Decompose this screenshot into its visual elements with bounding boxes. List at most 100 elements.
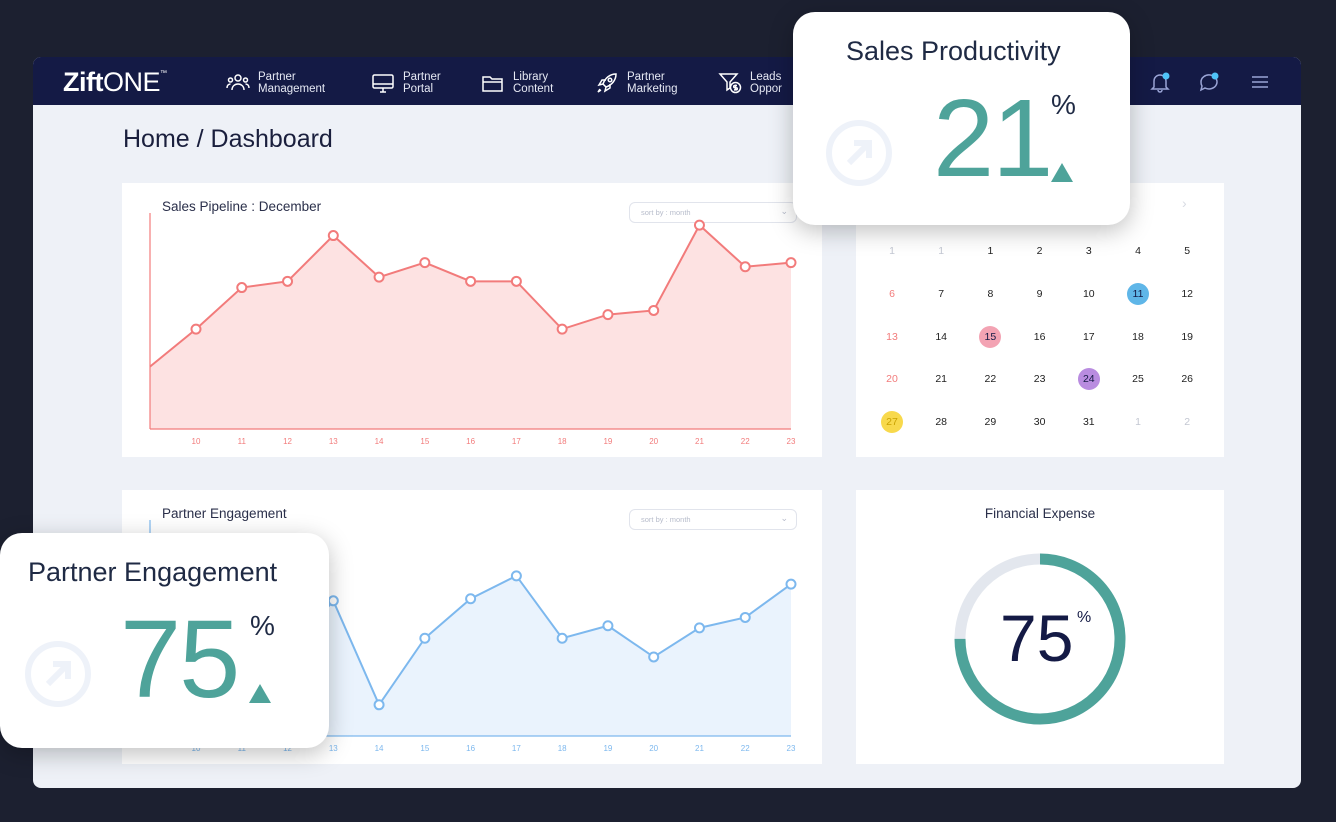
nav-partner-marketing[interactable]: Partner Marketing [595, 70, 707, 96]
calendar-day[interactable]: 22 [984, 373, 997, 386]
bell-icon[interactable] [1149, 71, 1171, 93]
calendar-day[interactable]: 19 [1181, 330, 1194, 343]
chat-icon[interactable] [1198, 71, 1220, 93]
x-tick-label: 15 [420, 744, 429, 753]
calendar-day[interactable]: 28 [935, 416, 948, 429]
calendar-day[interactable]: 30 [1033, 416, 1046, 429]
calendar-day[interactable]: 20 [886, 373, 898, 386]
sales-productivity-title: Sales Productivity [846, 36, 1061, 66]
calendar-day[interactable]: 2 [1036, 245, 1043, 257]
x-tick-label: 13 [329, 437, 338, 446]
x-tick-label: 10 [192, 744, 201, 753]
x-tick-label: 12 [283, 437, 292, 446]
monitor-icon [372, 74, 394, 93]
up-triangle-icon [249, 684, 271, 703]
data-point [602, 309, 614, 321]
financial-expense-percent: % [1077, 609, 1092, 626]
financial-expense-title: Financial Expense [984, 506, 1096, 521]
calendar-day[interactable]: 1 [987, 245, 994, 257]
calendar-day[interactable]: 4 [1135, 245, 1141, 257]
chevron-down-icon: ⌄ [780, 206, 788, 216]
financial-expense-card: Financial Expense 75 % [856, 490, 1224, 764]
calendar-day[interactable]: 27 [881, 411, 903, 434]
folder-icon [482, 76, 503, 92]
x-tick-label: 17 [512, 744, 521, 753]
data-point [785, 578, 797, 590]
calendar-day[interactable]: 11 [1127, 282, 1149, 305]
sales-productivity-popup: Sales Productivity 21 % [793, 12, 1130, 225]
x-tick-label: 14 [375, 744, 384, 753]
calendar-day[interactable]: 31 [1082, 416, 1095, 429]
calendar-day[interactable]: 21 [935, 373, 948, 386]
calendar-day[interactable]: 1 [889, 245, 895, 257]
calendar-day[interactable]: 13 [886, 330, 898, 343]
financial-expense-value: 75 [1000, 601, 1074, 675]
x-tick-label: 19 [603, 437, 612, 446]
users-icon [226, 74, 250, 91]
calendar-day[interactable]: 2 [1184, 416, 1191, 429]
x-tick-label: 18 [558, 744, 567, 753]
nav-partner-management[interactable]: Partner Management [226, 70, 338, 96]
calendar-day[interactable]: 17 [1082, 330, 1095, 343]
data-point [465, 275, 477, 287]
menu-icon[interactable] [1249, 71, 1271, 93]
calendar-day[interactable]: 24 [1077, 368, 1100, 391]
x-tick-label: 12 [283, 744, 292, 753]
x-tick-label: 11 [238, 437, 247, 446]
partner-engagement-popup-title: Partner Engagement [28, 557, 278, 587]
calendar-day[interactable]: 1 [1135, 416, 1141, 429]
data-point [236, 282, 248, 294]
data-point [739, 611, 751, 623]
nav-leads-opportunities[interactable]: Leads Oppor [718, 70, 830, 96]
partner-engagement-popup-value: 75 [120, 598, 240, 721]
nav-label: Partner Marketing [627, 71, 678, 95]
x-tick-label: 21 [695, 744, 704, 753]
chevron-down-icon: ⌄ [780, 513, 788, 523]
x-tick-label: 20 [649, 744, 658, 753]
calendar-day[interactable]: 29 [984, 416, 997, 429]
data-point [419, 257, 431, 269]
x-tick-label: 23 [787, 744, 796, 753]
data-point [693, 622, 705, 634]
calendar-day[interactable]: 7 [938, 287, 945, 300]
calendar-day[interactable]: 9 [1036, 287, 1043, 300]
calendar-day[interactable]: 18 [1132, 330, 1144, 343]
calendar-day[interactable]: 10 [1082, 287, 1095, 300]
calendar-day[interactable]: 15 [979, 325, 1002, 348]
calendar-day[interactable]: 26 [1181, 373, 1194, 386]
x-tick-label: 17 [512, 437, 521, 446]
x-tick-label: 23 [787, 437, 796, 446]
calendar-day[interactable]: 14 [935, 330, 948, 343]
engagement-sort-dropdown[interactable]: sort by : month ⌄ [629, 509, 797, 530]
partner-engagement-title: Partner Engagement [162, 506, 287, 521]
calendar-card: › 1 1 1 2 3 4 5 6 7 8 9 10 11 12 13 14 15 16 17 18 19 20 21 22 2… [856, 183, 1224, 457]
calendar-day[interactable]: 6 [889, 287, 895, 300]
x-tick-label: 22 [741, 437, 750, 446]
calendar-day[interactable]: 3 [1085, 245, 1092, 257]
data-point [556, 632, 568, 644]
calendar-day[interactable]: 12 [1181, 287, 1194, 300]
nav-label: Partner Management [258, 71, 326, 95]
data-point [282, 275, 294, 287]
area-fill [150, 225, 791, 429]
rocket-icon [597, 73, 617, 93]
trend-arrow-icon [25, 641, 91, 707]
x-tick-label: 16 [466, 437, 475, 446]
nav-partner-portal[interactable]: Partner Portal [371, 70, 483, 96]
calendar-day[interactable]: 16 [1033, 330, 1046, 343]
ziftone-logo[interactable]: ZiftONE™ [63, 67, 167, 97]
calendar-day[interactable]: 23 [1033, 373, 1046, 386]
x-tick-label: 22 [741, 744, 750, 753]
calendar-day[interactable]: 1 [938, 245, 945, 257]
nav-library-content[interactable]: Library Content [481, 70, 593, 96]
calendar-next-button[interactable]: › [1182, 195, 1187, 211]
data-point [739, 261, 751, 273]
data-point [327, 595, 339, 607]
calendar-day[interactable]: 5 [1184, 245, 1191, 257]
calendar-day[interactable]: 8 [987, 287, 994, 300]
data-point [327, 230, 339, 242]
calendar-day[interactable]: 25 [1132, 373, 1144, 386]
nav-label: Library Content [513, 71, 554, 95]
data-point [373, 699, 385, 711]
nav-label: Partner Portal [403, 71, 441, 95]
